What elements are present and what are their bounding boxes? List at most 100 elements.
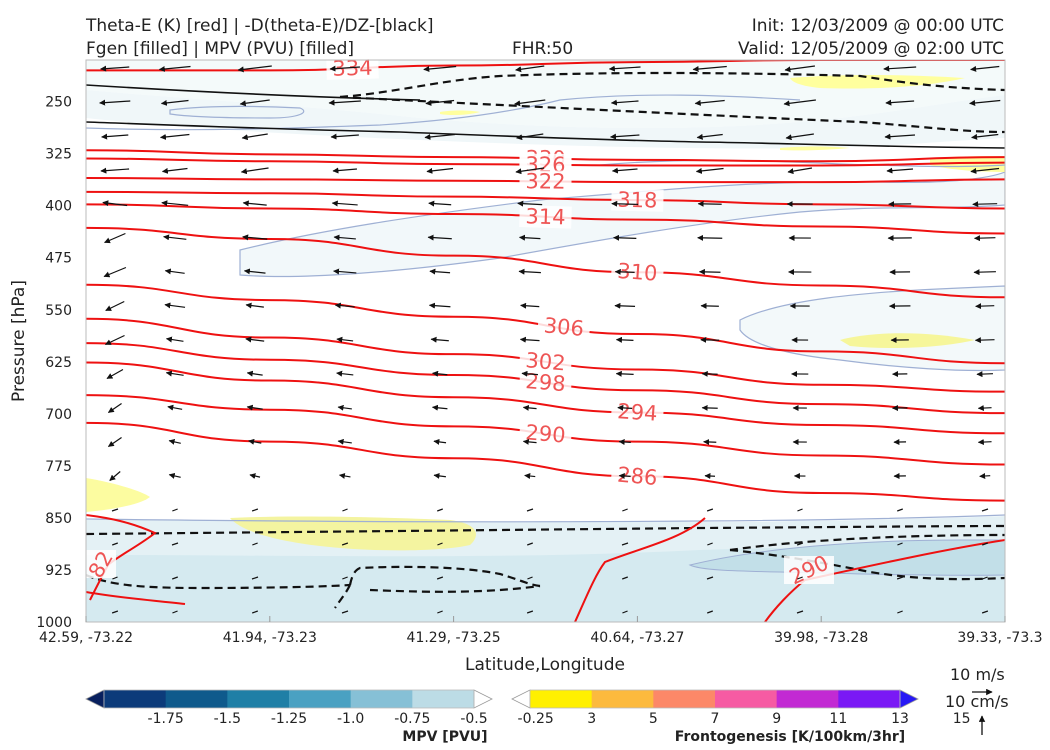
wind-vector	[897, 610, 903, 614]
wind-vector	[614, 268, 635, 275]
wind-vector	[977, 405, 992, 412]
wind-vector	[518, 268, 541, 275]
wind-vector	[520, 302, 540, 309]
y-tick-label: 700	[45, 407, 72, 423]
y-tick-label: 1000	[36, 615, 72, 631]
wind-vector	[111, 508, 119, 512]
colorbar-tick-label: 15	[953, 711, 971, 727]
colorbar-tick-label: 7	[711, 711, 720, 727]
theta-e-contour-318	[86, 190, 1005, 210]
y-tick-label: 400	[45, 199, 72, 215]
frontogenesis-colorbar-label: Frontogenesis [K/100km/3hr]	[675, 729, 905, 745]
wind-vector	[241, 133, 268, 141]
x-axis-ticks: 42.59, -73.22 41.94, -73.23 41.29, -73.25 4…	[39, 616, 1043, 646]
y-tick-label: 850	[45, 511, 72, 527]
wind-vector	[981, 610, 989, 614]
y-tick-label: 775	[45, 459, 72, 475]
wind-vector	[423, 65, 457, 72]
dthetae-dz-contours	[86, 71, 1005, 609]
y-tick-label: 550	[45, 303, 72, 319]
wind-vector	[168, 438, 181, 445]
colorbar-frame	[529, 689, 901, 709]
wind-vector	[516, 133, 544, 141]
wind-vector	[886, 167, 914, 174]
title-line-1: Theta-E (K) [red] | -D(theta-E)/DZ-[blac…	[85, 16, 434, 36]
wind-vector	[109, 471, 121, 481]
theta-e-label-322: 322	[525, 169, 565, 193]
wind-vector	[970, 65, 1000, 72]
wind-vector	[707, 542, 713, 546]
wind-vector	[784, 65, 815, 73]
colorbar-tick-label: -1.25	[271, 711, 307, 727]
wind-vector	[622, 576, 628, 580]
theta-e-label-bg	[611, 188, 664, 212]
wind-vector	[974, 337, 995, 344]
wind-vector	[330, 133, 359, 140]
wind-vector	[425, 99, 455, 106]
colorbar-segment	[412, 690, 475, 708]
wind-vector	[617, 404, 633, 411]
wind-vector	[338, 473, 351, 479]
wind-vector	[787, 167, 813, 175]
frontogenesis-colorbar: 3 5 7 9 11 13 15	[511, 689, 971, 727]
theta-e-label-bg	[518, 369, 573, 396]
theta-e-label-318: 318	[617, 188, 658, 213]
wind-vector	[172, 610, 178, 614]
wind-vector	[796, 610, 804, 614]
colorbar-segment	[165, 690, 228, 708]
theta-e-label-306: 306	[543, 313, 585, 341]
wind-vector	[161, 167, 188, 174]
colorbar-extend-right	[899, 689, 919, 709]
wind-vector	[885, 99, 915, 106]
wind-vector	[240, 167, 269, 175]
wind-vector	[897, 542, 903, 546]
wind-key-vertical-label: 10 cm/s	[945, 692, 1009, 711]
wind-vector	[621, 542, 629, 546]
wind-vector	[783, 99, 816, 107]
wind-vector	[333, 268, 357, 275]
colorbar-tick-label: 11	[829, 711, 847, 727]
wind-vector	[618, 472, 631, 479]
mpv-colorbar: -1.75 -1.5 -1.25 -1.0 -0.75 -0.5 -0.25	[85, 689, 554, 727]
colorbar-segment	[350, 690, 413, 708]
colorbar-segment	[653, 690, 716, 708]
wind-vector	[336, 370, 354, 377]
theta-e-label-bg	[519, 170, 572, 193]
wind-vector	[694, 99, 725, 106]
wind-vector	[426, 167, 454, 174]
wind-vector	[692, 65, 727, 73]
wind-vector	[164, 268, 185, 275]
wind-vector	[165, 370, 184, 377]
wind-vector	[172, 576, 178, 580]
wind-vector	[436, 576, 444, 580]
colorbar-tick-label: 13	[891, 711, 909, 727]
wind-vector	[515, 167, 545, 175]
wind-vector	[107, 403, 122, 413]
wind-vector	[245, 336, 265, 343]
x-tick-label: 39.33, -73.3	[957, 630, 1042, 646]
wind-vector	[526, 610, 534, 614]
wind-vector	[163, 234, 187, 241]
wind-vector	[527, 542, 533, 546]
wind-vector	[332, 167, 358, 174]
wind-vector	[331, 200, 358, 207]
wind-vector	[337, 438, 352, 445]
wind-vector	[239, 99, 270, 107]
wind-vector	[164, 302, 186, 309]
wind-vector	[975, 303, 995, 310]
wind-vector	[796, 542, 804, 546]
wind-vector	[112, 542, 118, 546]
colorbar-tick-label: -1.75	[148, 711, 184, 727]
y-tick-label: 475	[45, 251, 72, 267]
colorbar-segment	[591, 690, 654, 708]
wind-vector	[103, 266, 127, 278]
wind-vector	[979, 472, 991, 479]
colorbar-extend-right	[473, 689, 493, 709]
wind-vector	[527, 576, 533, 580]
wind-vector	[251, 508, 259, 512]
theta-e-contour-294	[86, 361, 1005, 435]
wind-vector	[246, 370, 263, 377]
colorbar-tick-label: -0.25	[518, 711, 554, 727]
colorbar-segment	[227, 690, 290, 708]
